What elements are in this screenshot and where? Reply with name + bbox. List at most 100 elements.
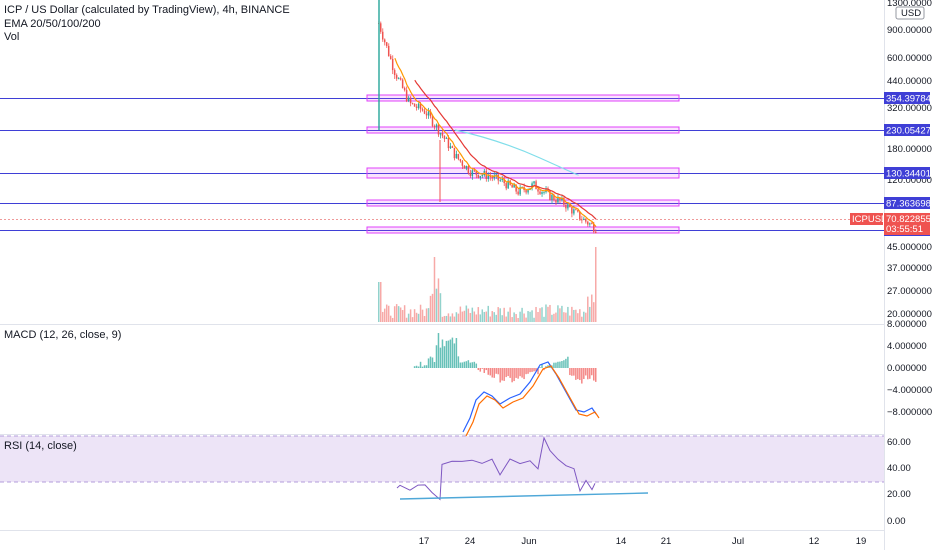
macd-histogram-bar: [503, 368, 505, 381]
macd-histogram-bar: [573, 368, 575, 376]
volume-bar: [413, 309, 416, 322]
macd-histogram-bar: [425, 365, 428, 368]
price-tick-label: 1300.000000: [887, 0, 932, 9]
volume-bar: [575, 309, 577, 322]
volume-bar: [429, 295, 432, 322]
macd-histogram-bar: [523, 368, 525, 380]
macd-histogram-bar: [485, 368, 487, 371]
candle-body: [469, 172, 472, 176]
level-badge: [884, 167, 930, 179]
candle-body: [387, 45, 390, 57]
chart-title-legend[interactable]: ICP / US Dollar (calculated by TradingVi…: [4, 4, 290, 16]
volume-bar: [511, 317, 513, 322]
time-tick-label: 19: [856, 536, 867, 547]
volume-bar: [569, 315, 571, 322]
candle-body: [461, 161, 464, 166]
candle-body: [495, 174, 497, 176]
macd-histogram-bar: [473, 361, 476, 368]
rsi-tick-label: 40.00: [887, 463, 911, 474]
volume-bar: [463, 310, 466, 322]
volume-tick-label: 27.000000: [887, 286, 932, 297]
macd-legend[interactable]: MACD (12, 26, close, 9): [4, 329, 122, 341]
volume-bar: [449, 316, 452, 322]
candle-body: [487, 175, 489, 179]
candle-body: [397, 78, 400, 80]
candle-body: [383, 39, 386, 43]
macd-histogram-bar: [441, 339, 444, 368]
volume-bar: [487, 305, 489, 322]
time-tick-label: Jul: [732, 536, 744, 547]
volume-bar: [465, 305, 468, 322]
volume-bar: [411, 317, 414, 322]
candle-body: [381, 31, 384, 40]
volume-bar: [581, 316, 583, 322]
ema-20-line: [394, 57, 597, 227]
macd-histogram-bar: [591, 368, 593, 376]
macd-histogram-bar: [499, 368, 501, 383]
candle-body: [515, 184, 517, 192]
candle-body: [579, 211, 581, 220]
candle-body: [535, 181, 537, 190]
volume-bar: [543, 316, 545, 322]
volume-bars: [378, 247, 597, 322]
candle-body: [491, 177, 493, 179]
volume-bar: [461, 311, 464, 322]
candle-body: [427, 111, 430, 116]
macd-histogram-bar: [469, 362, 472, 368]
level-badges[interactable]: 354.397849230.054274130.34401387.3636986…: [850, 92, 932, 237]
time-tick-label: 21: [661, 536, 672, 547]
volume-bar: [523, 313, 525, 322]
volume-bar: [503, 307, 505, 322]
volume-bar: [593, 302, 595, 322]
volume-bar: [577, 313, 579, 322]
macd-histogram-bar: [519, 368, 521, 377]
time-tick-label: 12: [809, 536, 820, 547]
candle-body: [391, 58, 394, 71]
candle-body: [437, 124, 440, 135]
volume-bar: [387, 305, 390, 322]
macd-histogram-bar: [421, 366, 424, 368]
ema-100-line: [454, 129, 579, 176]
rsi-legend[interactable]: RSI (14, close): [4, 440, 77, 452]
macd-histogram-bar: [423, 365, 426, 368]
ema-50-line: [414, 79, 597, 220]
macd-histogram-bar: [511, 368, 513, 383]
macd-histogram-bar: [465, 361, 468, 368]
ema-legend[interactable]: EMA 20/50/100/200: [4, 18, 101, 30]
candle-body: [409, 97, 412, 104]
volume-bar: [471, 307, 474, 322]
volume-bar: [483, 311, 486, 322]
candle-body: [463, 165, 466, 169]
candle-body: [583, 218, 585, 221]
macd-histogram-bar: [471, 362, 474, 368]
rsi-tick-label: 60.00: [887, 437, 911, 448]
candle-body: [441, 132, 444, 136]
volume-bar: [571, 306, 573, 322]
volume-legend[interactable]: Vol: [4, 31, 20, 43]
candle-body: [493, 175, 495, 179]
macd-histogram-bar: [579, 368, 581, 381]
macd-histogram-bar: [589, 368, 591, 379]
macd-tick-label: −4.000000: [887, 385, 932, 396]
volume-bar: [527, 311, 529, 322]
macd-histogram-bar: [593, 368, 595, 381]
macd-histogram-bar: [417, 366, 420, 368]
macd-histogram-bar: [563, 360, 565, 368]
volume-bar: [383, 308, 386, 322]
time-tick-label: 17: [419, 536, 430, 547]
macd-histogram-bar: [585, 368, 587, 376]
macd-histogram-bar: [481, 368, 484, 369]
macd-histogram-bar: [553, 362, 555, 368]
candle-body: [555, 200, 557, 203]
volume-bar: [393, 306, 396, 322]
volume-bar: [585, 312, 587, 322]
candle-body: [569, 204, 571, 208]
volume-bar: [541, 307, 543, 322]
macd-histogram-bar: [433, 361, 436, 368]
candle-body: [527, 189, 529, 193]
symbol-badge-label: ICPUSD: [852, 214, 888, 225]
macd-histogram-bar: [515, 368, 517, 378]
volume-bar: [475, 314, 478, 322]
candle-body: [385, 42, 388, 46]
volume-bar: [561, 305, 563, 322]
